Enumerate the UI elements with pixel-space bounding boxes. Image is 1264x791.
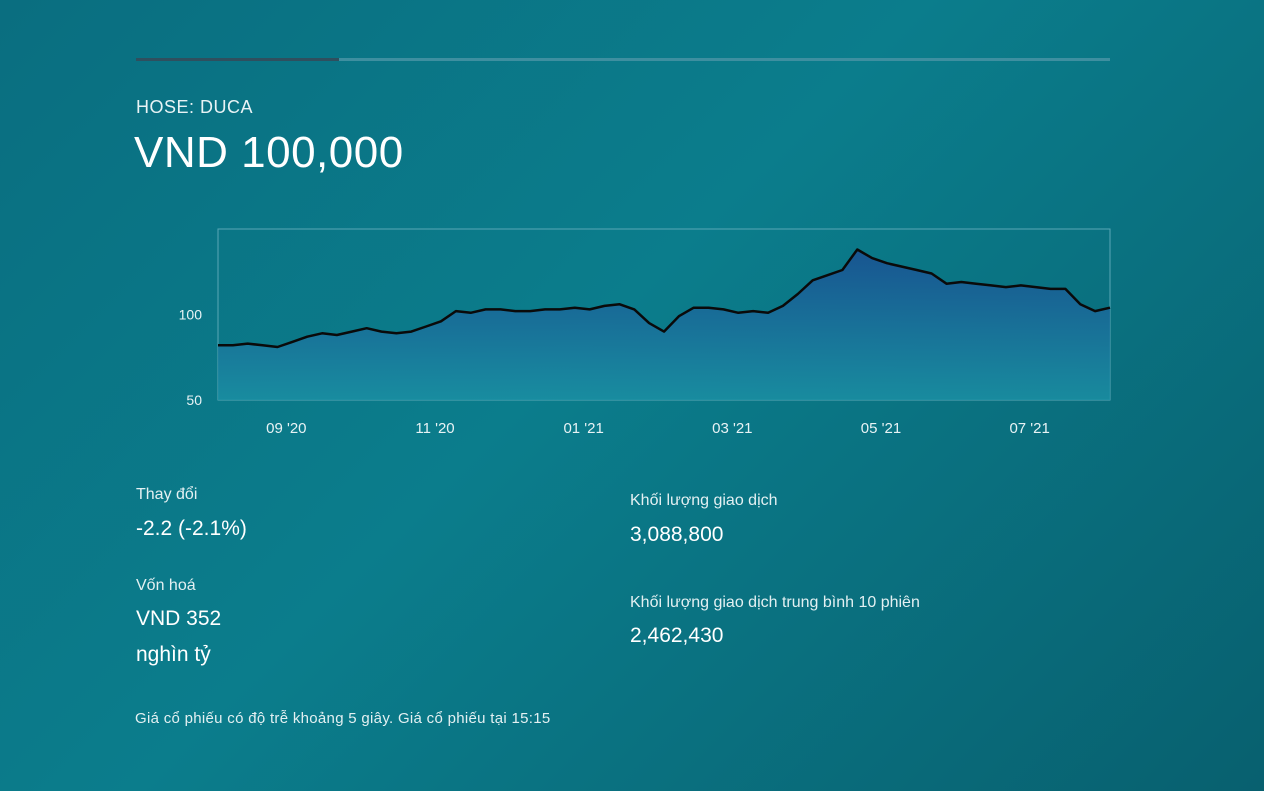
avg-volume-value: 2,462,430 — [630, 624, 724, 647]
change-label: Thay đổi — [136, 486, 198, 503]
progress-bar-fill — [136, 58, 339, 61]
ticker-symbol: HOSE: DUCA — [136, 97, 254, 117]
stock-price: VND 100,000 — [134, 128, 404, 177]
delay-footnote: Giá cổ phiếu có độ trễ khoảng 5 giây. Gi… — [135, 710, 551, 727]
market-cap-label: Vốn hoá — [136, 577, 196, 594]
x-tick-label: 07 '21 — [1009, 420, 1049, 437]
chart-area-fill — [218, 249, 1110, 400]
avg-volume-label: Khối lượng giao dịch trung bình 10 phiên — [630, 594, 920, 611]
progress-bar — [136, 58, 1110, 61]
chart-plot-frame — [217, 228, 1111, 401]
x-tick-label: 11 '20 — [415, 420, 454, 437]
market-cap-value: VND 352 — [136, 607, 222, 630]
change-value: -2.2 (-2.1%) — [136, 517, 247, 540]
volume-label: Khối lượng giao dịch — [630, 492, 778, 509]
x-tick-label: 01 '21 — [563, 420, 603, 437]
x-tick-label: 09 '20 — [266, 420, 306, 437]
x-tick-label: 03 '21 — [712, 420, 752, 437]
market-cap-unit: nghìn tỷ — [136, 643, 211, 666]
chart-series-line — [218, 248, 1111, 349]
x-tick-label: 05 '21 — [861, 420, 901, 437]
volume-value: 3,088,800 — [630, 523, 724, 546]
y-tick-label: 100 — [179, 307, 203, 323]
y-tick-label: 50 — [186, 392, 202, 408]
